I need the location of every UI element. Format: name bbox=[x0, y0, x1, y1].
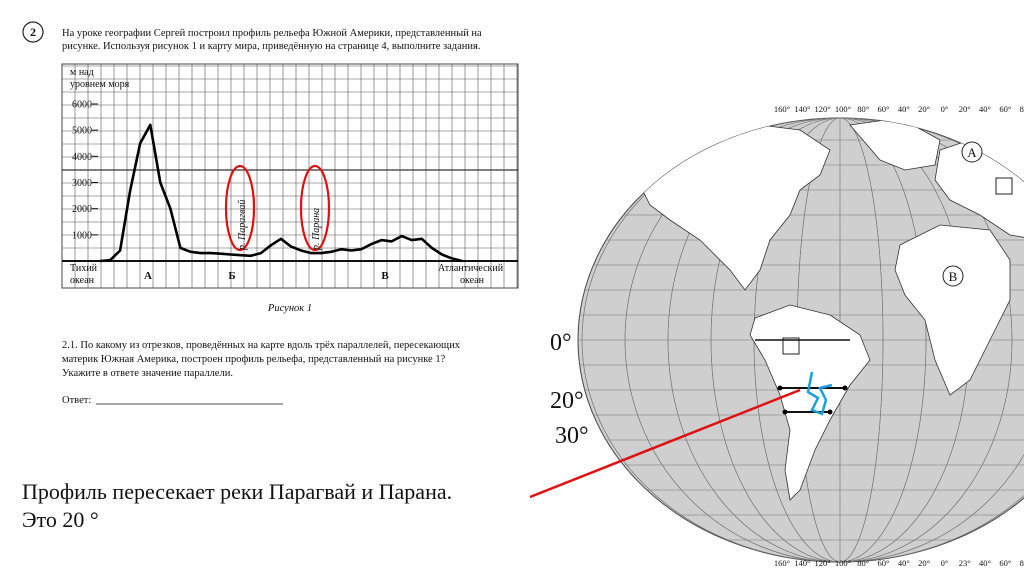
longitude-label: 60° bbox=[878, 104, 890, 114]
question-text: материк Южная Америка, построен профиль … bbox=[62, 354, 446, 365]
longitude-label: 140° bbox=[794, 558, 810, 568]
axis-label: м над bbox=[70, 67, 94, 78]
longitude-label: 120° bbox=[815, 558, 831, 568]
longitude-label: 160° bbox=[774, 558, 790, 568]
y-tick-label: 3000 bbox=[72, 178, 92, 189]
longitude-label: 0° bbox=[941, 558, 949, 568]
longitude-label: 20° bbox=[959, 104, 971, 114]
ocean-label: океан bbox=[70, 275, 95, 286]
world-map: A B bbox=[570, 118, 1024, 562]
longitude-label: 80° bbox=[1020, 104, 1024, 114]
longitude-label: 60° bbox=[999, 104, 1011, 114]
longitude-label: 80° bbox=[1020, 558, 1024, 568]
longitude-label: 160° bbox=[774, 104, 790, 114]
segment-label: А bbox=[144, 270, 152, 282]
longitude-label: 100° bbox=[835, 558, 851, 568]
ocean-label: Атлантический bbox=[438, 263, 504, 274]
answer-label: Ответ: bbox=[62, 395, 91, 406]
question-text: Укажите в ответе значение параллели. bbox=[62, 368, 233, 379]
ocean-label: океан bbox=[460, 275, 485, 286]
longitude-label: 40° bbox=[898, 104, 910, 114]
longitude-label: 60° bbox=[878, 558, 890, 568]
segment-label: В bbox=[381, 270, 389, 282]
longitude-label: 60° bbox=[999, 558, 1011, 568]
note-text: Профиль пересекает реки Парагвай и Паран… bbox=[22, 479, 452, 504]
longitude-label: 20° bbox=[918, 104, 930, 114]
task-number: 2 bbox=[30, 25, 36, 39]
longitude-label: 40° bbox=[979, 558, 991, 568]
parallel-label: 30° bbox=[555, 423, 589, 449]
question-text: 2.1. По какому из отрезков, проведённых … bbox=[62, 340, 461, 351]
y-tick-label: 5000 bbox=[72, 126, 92, 137]
task-text: На уроке географии Сергей построил профи… bbox=[62, 28, 482, 39]
parallel-label: 0° bbox=[550, 330, 572, 356]
river-label: р. Парана bbox=[311, 208, 322, 251]
longitude-label: 80° bbox=[857, 104, 869, 114]
y-tick-label: 1000 bbox=[72, 230, 92, 241]
axis-label: уровнем моря bbox=[70, 79, 130, 90]
segment-label: Б bbox=[228, 270, 235, 282]
longitude-label: 120° bbox=[815, 104, 831, 114]
longitude-label: 23° bbox=[959, 558, 971, 568]
y-tick-label: 6000 bbox=[72, 99, 92, 110]
map-marker: A bbox=[967, 145, 977, 160]
profile-figure bbox=[62, 64, 518, 288]
longitude-label: 40° bbox=[898, 558, 910, 568]
parallel-label: 20° bbox=[550, 388, 584, 414]
longitude-label: 100° bbox=[835, 104, 851, 114]
note-text: Это 20 ° bbox=[22, 507, 99, 532]
longitude-label: 40° bbox=[979, 104, 991, 114]
ocean-label: Тихий bbox=[70, 263, 98, 274]
y-tick-label: 2000 bbox=[72, 204, 92, 215]
caption: Рисунок 1 bbox=[267, 303, 312, 314]
river-label: р. Парагвай bbox=[237, 200, 248, 251]
longitude-label: 80° bbox=[857, 558, 869, 568]
map-marker: B bbox=[949, 269, 958, 284]
longitude-label: 0° bbox=[941, 104, 949, 114]
longitude-label: 140° bbox=[794, 104, 810, 114]
task-text: рисунке. Используя рисунок 1 и карту мир… bbox=[62, 41, 481, 52]
longitude-label: 20° bbox=[918, 558, 930, 568]
y-tick-label: 4000 bbox=[72, 152, 92, 163]
